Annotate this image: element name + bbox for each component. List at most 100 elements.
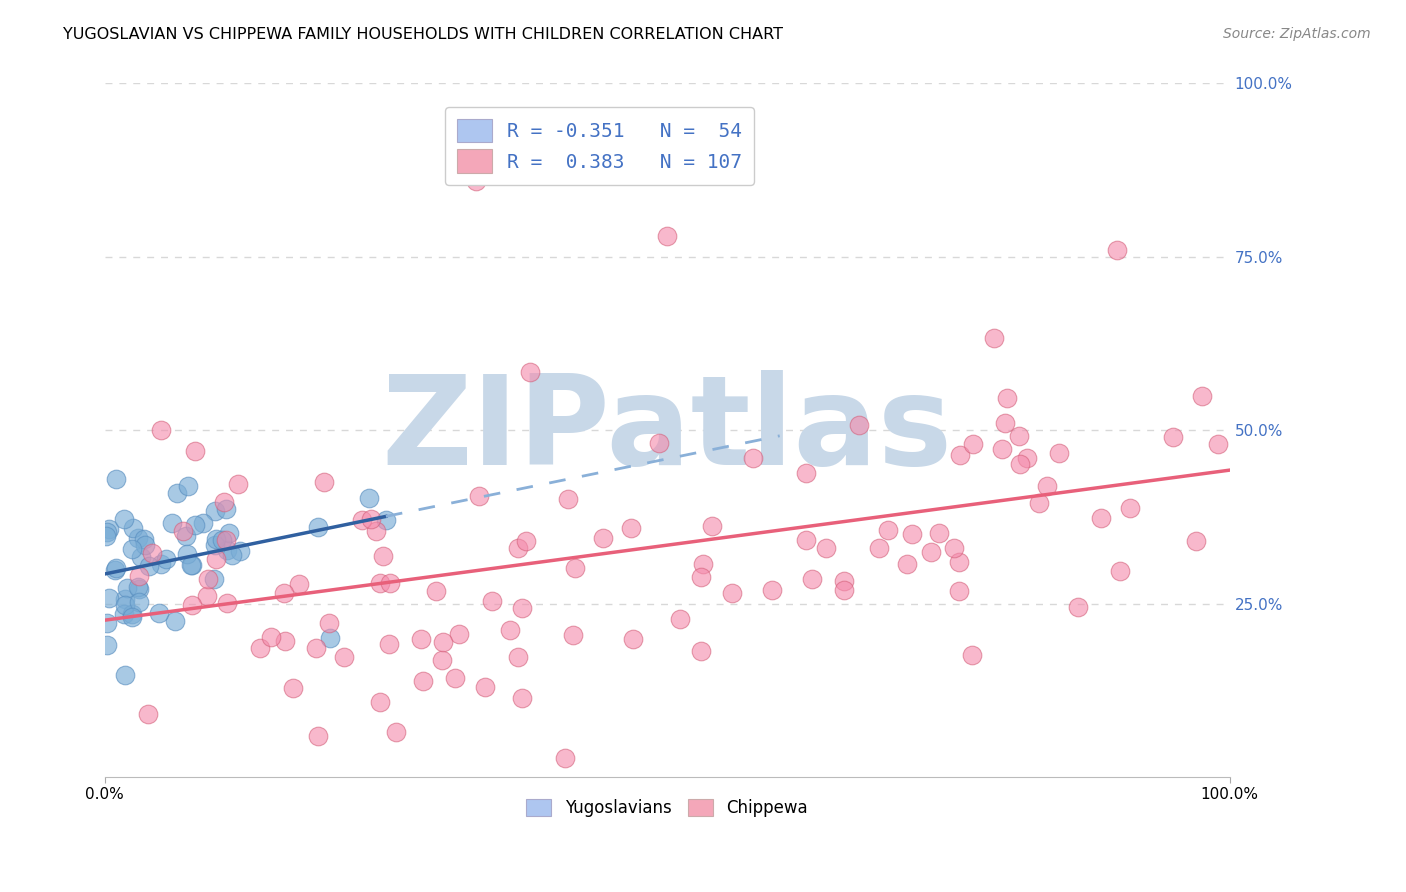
Point [561, 628, 583, 642]
Point [205, 532, 228, 546]
Text: YUGOSLAVIAN VS CHIPPEWA FAMILY HOUSEHOLDS WITH CHILDREN CORRELATION CHART: YUGOSLAVIAN VS CHIPPEWA FAMILY HOUSEHOLD… [63, 27, 783, 42]
Point [364, 524, 387, 539]
Point [132, 532, 155, 546]
Point [832, 582, 855, 597]
Point [176, 547, 198, 561]
Point [218, 526, 240, 541]
Point [212, 495, 235, 509]
Point [204, 504, 226, 518]
Point [360, 512, 382, 526]
Point [384, 724, 406, 739]
Point [1017, 450, 1039, 465]
Point [510, 601, 533, 615]
Point [104, 562, 127, 576]
Point [165, 614, 187, 628]
Point [359, 491, 381, 505]
Point [162, 516, 184, 530]
Point [557, 491, 579, 506]
Point [690, 644, 713, 658]
Point [962, 437, 984, 451]
Point [128, 582, 150, 596]
Point [832, 574, 855, 589]
Point [943, 541, 966, 556]
Point [96, 525, 118, 540]
Point [127, 531, 149, 545]
Point [1067, 600, 1090, 615]
Point [97, 591, 120, 606]
Point [98, 522, 121, 536]
Point [377, 637, 399, 651]
Point [1036, 479, 1059, 493]
Point [204, 551, 226, 566]
Point [202, 572, 225, 586]
Point [668, 612, 690, 626]
Point [519, 365, 541, 379]
Point [1010, 458, 1032, 472]
Point [105, 561, 128, 575]
Point [380, 576, 402, 591]
Point [273, 586, 295, 600]
Point [877, 523, 900, 537]
Point [1008, 429, 1031, 443]
Point [647, 436, 669, 450]
Point [499, 624, 522, 638]
Point [508, 541, 530, 555]
Point [197, 573, 219, 587]
Point [432, 634, 454, 648]
Point [374, 513, 396, 527]
Point [122, 521, 145, 535]
Point [148, 606, 170, 620]
Point [425, 584, 447, 599]
Point [114, 592, 136, 607]
Point [720, 586, 742, 600]
Point [128, 568, 150, 582]
Text: Source: ZipAtlas.com: Source: ZipAtlas.com [1223, 27, 1371, 41]
Point [948, 555, 970, 569]
Point [314, 475, 336, 490]
Point [1047, 446, 1070, 460]
Point [991, 442, 1014, 457]
Point [1090, 511, 1112, 525]
Point [948, 583, 970, 598]
Point [692, 558, 714, 572]
Point [214, 502, 236, 516]
Point [1191, 389, 1213, 403]
Point [96, 615, 118, 630]
Point [510, 690, 533, 705]
Point [1107, 243, 1129, 257]
Point [995, 391, 1018, 405]
Point [172, 524, 194, 538]
Point [177, 479, 200, 493]
Point [564, 561, 586, 575]
Point [96, 638, 118, 652]
Point [307, 520, 329, 534]
Point [319, 631, 342, 645]
Point [121, 607, 143, 622]
Point [114, 598, 136, 612]
Point [592, 531, 614, 545]
Point [412, 674, 434, 689]
Point [447, 627, 470, 641]
Point [283, 681, 305, 695]
Point [274, 633, 297, 648]
Point [796, 466, 818, 480]
Point [128, 594, 150, 608]
Point [104, 472, 127, 486]
Point [794, 533, 817, 548]
Point [174, 529, 197, 543]
Point [141, 546, 163, 560]
Point [515, 534, 537, 549]
Legend: Yugoslavians, Chippewa: Yugoslavians, Chippewa [520, 792, 814, 824]
Point [800, 572, 823, 586]
Point [138, 559, 160, 574]
Point [1108, 564, 1130, 578]
Point [554, 750, 576, 764]
Point [127, 580, 149, 594]
Point [121, 541, 143, 556]
Point [121, 610, 143, 624]
Point [1119, 501, 1142, 516]
Point [136, 706, 159, 721]
Point [468, 489, 491, 503]
Point [994, 416, 1017, 430]
Point [215, 596, 238, 610]
